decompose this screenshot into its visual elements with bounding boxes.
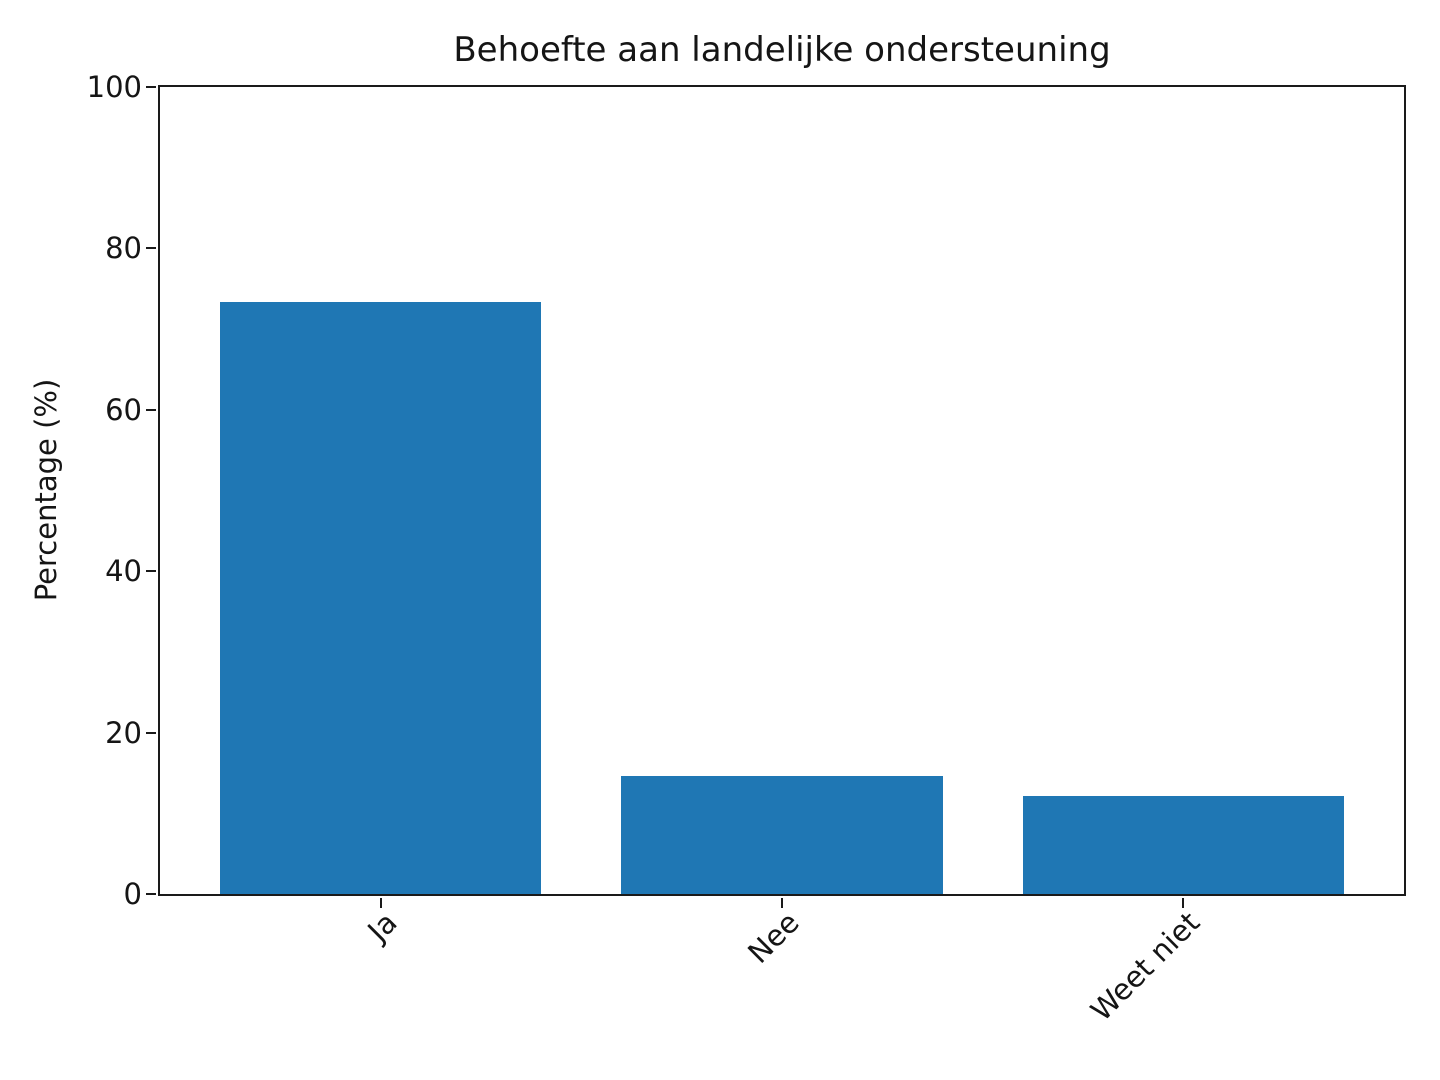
y-axis-label: Percentage (%) <box>29 378 63 602</box>
bar <box>621 776 943 894</box>
y-tick-label: 100 <box>86 70 142 104</box>
x-tick-label: Weet niet <box>1084 905 1207 1028</box>
bar <box>220 302 542 894</box>
x-tick-mark <box>379 898 382 908</box>
x-tick-mark <box>781 898 783 908</box>
chart-title: Behoefte aan landelijke ondersteuning <box>453 30 1111 70</box>
y-tick-label: 80 <box>105 231 142 266</box>
y-tick-mark <box>146 893 156 895</box>
y-tick-label: 20 <box>105 715 142 750</box>
y-tick-label: 0 <box>123 877 142 911</box>
bar <box>1022 796 1344 894</box>
y-tick-mark <box>146 408 156 411</box>
x-tick-mark <box>1182 898 1185 908</box>
x-tick-label: Ja <box>361 905 405 948</box>
x-tick-label: Nee <box>740 905 806 970</box>
y-tick-mark <box>146 731 156 734</box>
y-tick-mark <box>146 570 156 573</box>
y-tick-mark <box>146 247 156 250</box>
y-tick-label: 60 <box>105 392 142 427</box>
y-tick-mark <box>146 86 156 88</box>
y-tick-label: 40 <box>105 554 142 589</box>
plot-area: 0 20 40 60 80 100 Ja Nee Weet niet <box>87 71 1406 1028</box>
